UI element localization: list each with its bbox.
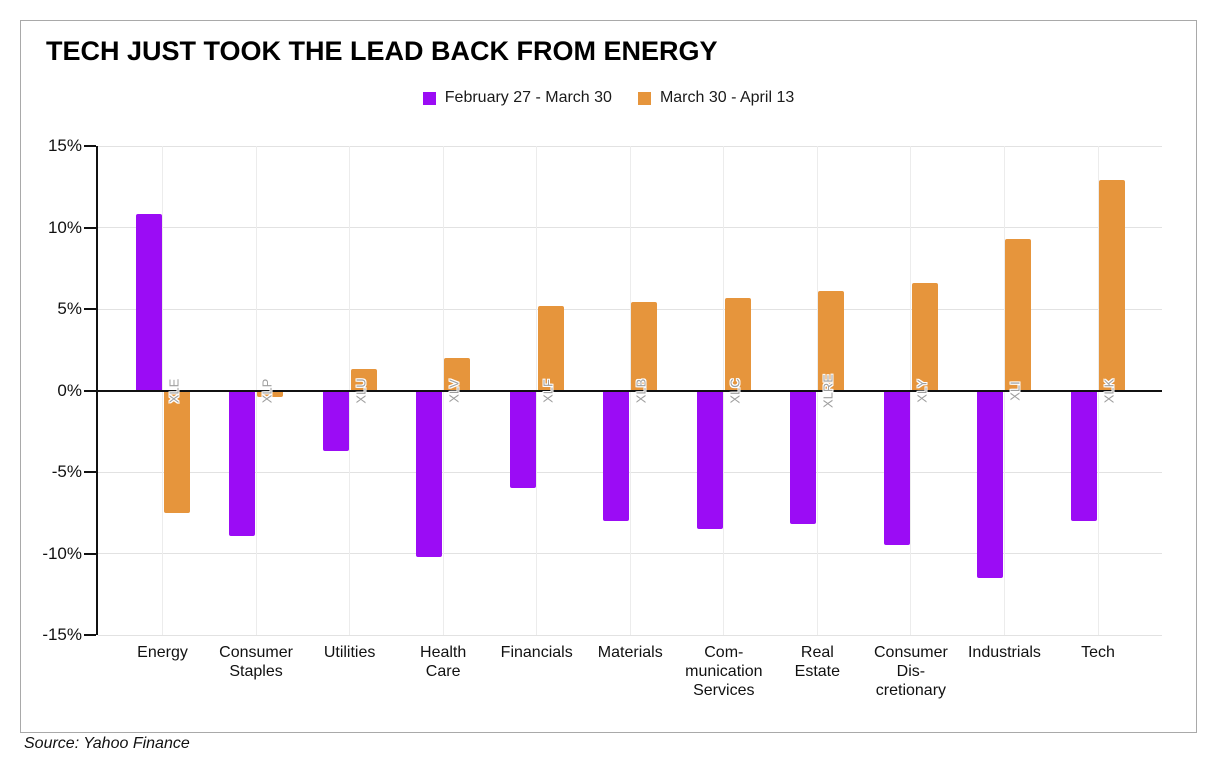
bar-mar30-apr13-xlk — [1099, 180, 1125, 391]
bar-feb27-mar30-xle — [135, 214, 162, 391]
y-axis-line — [96, 146, 98, 635]
ticker-label-xlp: XLP — [259, 378, 275, 403]
y-tick-mark — [84, 145, 96, 147]
y-axis-label: 15% — [47, 136, 82, 155]
ticker-label-xlf: XLF — [540, 378, 556, 403]
bar-feb27-mar30-xlf — [509, 390, 536, 489]
bar-feb27-mar30-xlv — [416, 390, 443, 557]
legend-swatch-orange — [637, 91, 651, 105]
legend-label: March 30 - April 13 — [659, 89, 795, 106]
ticker-label-xlc: XLC — [727, 377, 743, 404]
category-label: Health Care — [420, 644, 467, 680]
bar-mar30-apr13-xli — [1005, 238, 1032, 391]
y-tick-mark — [84, 226, 96, 229]
ticker-label-xlv: XLV — [446, 378, 462, 403]
bar-mar30-apr13-xlv — [444, 357, 471, 391]
bar-mar30-apr13-xlre — [818, 291, 845, 391]
y-axis-label: 10% — [47, 217, 82, 237]
legend-label: February 27 - March 30 — [444, 89, 612, 106]
y-tick-mark — [84, 471, 96, 473]
chart-container: TECH JUST TOOK THE LEAD BACK FROM ENERGY… — [20, 20, 1197, 733]
source-caption: Source: Yahoo Finance — [24, 735, 190, 752]
bar-feb27-mar30-xli — [977, 390, 1004, 578]
bar-mar30-apr13-xly — [911, 282, 938, 391]
category-label: Tech — [1081, 644, 1115, 661]
y-tick-mark — [84, 389, 96, 392]
zero-line — [98, 389, 1162, 392]
bar-feb27-mar30-xlu — [322, 390, 349, 451]
bar-mar30-apr13-xlc — [724, 297, 751, 391]
category-label: Energy — [137, 644, 188, 661]
ticker-label-xlk: XLK — [1101, 378, 1117, 403]
category-label: Consumer Dis- cretionary — [873, 644, 948, 699]
category-label: Consumer Staples — [219, 644, 293, 680]
bar-mar30-apr13-xle — [163, 390, 190, 513]
bar-feb27-mar30-xlre — [790, 390, 817, 525]
category-label: Financials — [500, 644, 573, 661]
y-axis-label: -10% — [42, 543, 82, 563]
y-axis-label: -5% — [51, 462, 82, 481]
bar-feb27-mar30-xlc — [696, 390, 723, 530]
y-tick-mark — [84, 552, 96, 555]
y-tick-mark — [84, 308, 96, 310]
bar-feb27-mar30-xlb — [603, 390, 630, 521]
ticker-label-xle: XLE — [166, 378, 181, 403]
ticker-label-xlu: XLU — [353, 377, 369, 404]
legend-item: March 30 - April 13 — [637, 89, 795, 107]
bar-mar30-apr13-xlf — [537, 305, 564, 391]
ticker-label-xlre: XLRE — [820, 373, 836, 408]
category-label: Utilities — [323, 644, 376, 661]
plot-area: XLE XLP XLU XLV XLF XLB XLC XLRE XLY XLI XLK — [84, 145, 1162, 636]
chart-title: TECH JUST TOOK THE LEAD BACK FROM ENERGY — [46, 36, 718, 66]
category-label: Real Estate — [794, 644, 841, 680]
bar-feb27-mar30-xlp — [229, 390, 256, 536]
legend-item: February 27 - March 30 — [422, 89, 612, 107]
legend: February 27 - March 30 March 30 - April 1… — [21, 89, 1196, 107]
ticker-label-xli: XLI — [1007, 380, 1023, 401]
bar-feb27-mar30-xlk — [1071, 390, 1097, 521]
bar-mar30-apr13-xlu — [350, 369, 377, 391]
h-gridline — [98, 634, 1162, 636]
y-axis-label: 5% — [57, 299, 82, 318]
y-tick-mark — [84, 634, 96, 636]
category-label: Com- munication Services — [685, 644, 763, 699]
category-label: Materials — [597, 644, 663, 661]
bar-mar30-apr13-xlp — [257, 390, 284, 398]
ticker-label-xly: XLY — [914, 378, 930, 403]
bar-mar30-apr13-xlb — [631, 302, 658, 391]
bar-feb27-mar30-xly — [883, 390, 910, 546]
category-label: Industrials — [967, 644, 1041, 661]
y-axis-label: 0% — [57, 380, 82, 400]
legend-swatch-purple — [422, 91, 436, 105]
ticker-label-xlb: XLB — [633, 378, 649, 403]
y-axis-label: -15% — [42, 625, 82, 644]
